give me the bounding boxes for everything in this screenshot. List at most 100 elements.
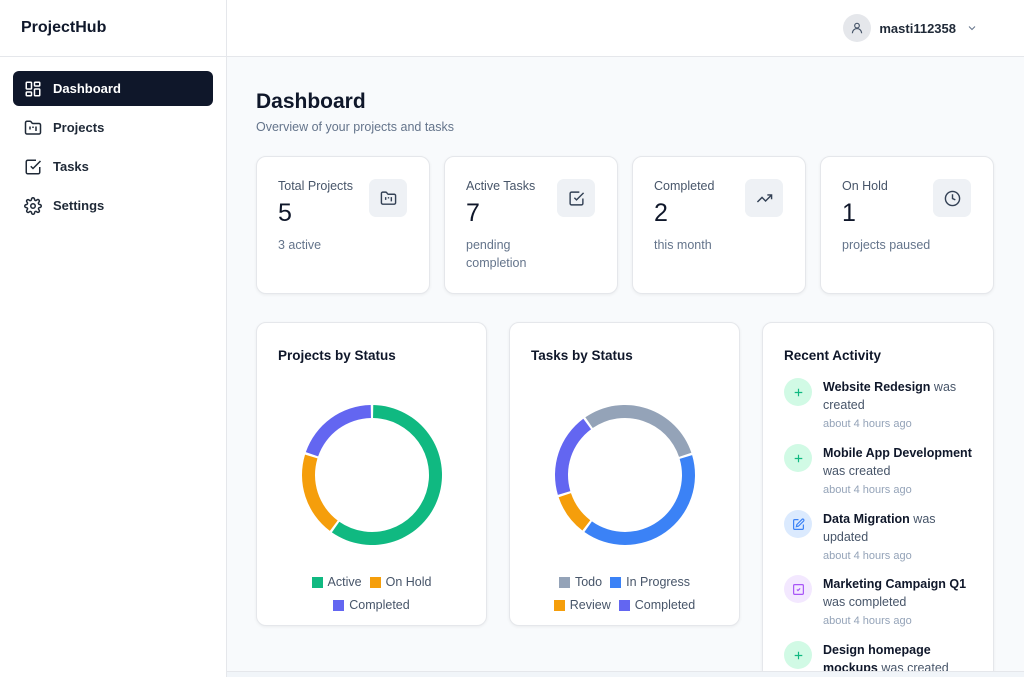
stat-label: Active Tasks	[466, 179, 536, 193]
chart-title: Projects by Status	[278, 348, 396, 363]
donut-slice-in-progress[interactable]	[584, 455, 695, 545]
legend-item[interactable]: Completed	[333, 595, 410, 616]
sidebar-item-dashboard[interactable]: Dashboard	[13, 71, 213, 106]
stat-card-on-hold: On Hold 1 projects paused	[820, 156, 994, 294]
legend-label: Active	[327, 575, 362, 589]
donut-slice-review[interactable]	[558, 493, 591, 531]
sidebar-item-label: Settings	[53, 198, 105, 213]
legend-row: Todo In Progress	[510, 572, 739, 595]
legend-label: Review	[569, 598, 611, 612]
activity-time: about 4 hours ago	[823, 418, 912, 430]
clock-icon	[933, 179, 971, 217]
activity-action: was completed	[823, 595, 907, 609]
folder-kanban-icon	[24, 119, 42, 137]
stat-note: projects paused	[842, 238, 931, 252]
tasks-donut-chart	[555, 405, 695, 545]
activity-time: about 4 hours ago	[823, 484, 912, 496]
legend-item[interactable]: On Hold	[369, 572, 432, 593]
dashboard-icon	[24, 80, 42, 98]
top-bar: masti112358	[227, 0, 1024, 57]
sidebar-item-tasks[interactable]: Tasks	[13, 149, 213, 184]
donut-slice-completed[interactable]	[305, 405, 371, 457]
stat-note: this month	[654, 238, 712, 252]
legend-label: Completed	[349, 598, 410, 612]
plus-icon	[784, 641, 812, 669]
stat-value: 5	[278, 199, 292, 227]
stat-note: pending completion	[466, 238, 527, 270]
legend-item[interactable]: Active	[311, 572, 362, 593]
stat-card-total-projects: Total Projects 5 3 active	[256, 156, 430, 294]
legend-item[interactable]: In Progress	[610, 572, 690, 593]
gear-icon	[24, 196, 42, 215]
legend-label: On Hold	[385, 575, 432, 589]
legend-label: In Progress	[626, 575, 691, 589]
activity-text: Data Migration was updated about 4 hours …	[823, 510, 983, 565]
legend-row: Active On Hold	[257, 572, 486, 595]
legend-item[interactable]: Completed	[618, 595, 696, 616]
checkbox-icon	[784, 575, 812, 603]
legend-swatch	[333, 600, 345, 611]
activity-text: Mobile App Development was created about …	[823, 444, 983, 499]
chart-legend: Active On Hold Completed	[257, 572, 486, 618]
activity-action: was updated	[823, 512, 936, 544]
activity-time: about 4 hours ago	[823, 550, 912, 562]
sidebar-item-label: Dashboard	[53, 81, 121, 96]
projects-donut-chart	[302, 405, 443, 545]
sidebar-nav: Dashboard Projects Tasks Settings	[0, 57, 226, 241]
checkbox-icon	[557, 179, 595, 217]
legend-row: Review Completed	[510, 595, 739, 618]
page-subtitle: Overview of your projects and tasks	[256, 120, 454, 134]
stat-value: 2	[654, 199, 668, 227]
legend-item[interactable]: Todo	[558, 572, 603, 593]
activity-action: was created	[823, 464, 891, 478]
stat-value: 7	[466, 199, 480, 227]
stat-card-completed: Completed 2 this month	[632, 156, 806, 294]
legend-swatch	[311, 577, 323, 588]
donut-slice-on-hold[interactable]	[302, 454, 338, 531]
legend-swatch	[369, 577, 381, 588]
legend-item[interactable]: Review	[553, 595, 611, 616]
chart-card-projects: Projects by Status Active On Hold Complete…	[256, 322, 487, 626]
activity-text: Marketing Campaign Q1 was completed about…	[823, 575, 983, 630]
trending-up-icon	[745, 179, 783, 217]
plus-icon	[784, 444, 812, 472]
edit-icon	[784, 510, 812, 538]
page-title: Dashboard	[256, 90, 366, 113]
sidebar-item-projects[interactable]: Projects	[13, 110, 213, 145]
chevron-down-icon	[966, 22, 978, 34]
legend-label: Completed	[634, 598, 696, 612]
stat-card-active-tasks: Active Tasks 7 pending completion	[444, 156, 618, 294]
activity-project-name[interactable]: Website Redesign	[823, 380, 931, 394]
stat-note: 3 active	[278, 238, 322, 252]
legend-swatch	[618, 600, 630, 611]
activity-project-name[interactable]: Mobile App Development	[823, 446, 972, 460]
brand-logo[interactable]: ProjectHub	[0, 0, 226, 57]
stat-label: Total Projects	[278, 179, 354, 193]
stat-label: On Hold	[842, 179, 888, 193]
donut-slice-active[interactable]	[331, 405, 443, 545]
folder-kanban-icon	[369, 179, 407, 217]
page-bottom-edge	[227, 671, 1024, 677]
user-menu[interactable]: masti112358	[843, 14, 978, 42]
activity-time: about 4 hours ago	[823, 615, 912, 627]
sidebar-item-label: Tasks	[53, 159, 89, 174]
activity-action: was created	[823, 380, 957, 412]
donut-slice-completed[interactable]	[555, 418, 592, 495]
chart-title: Tasks by Status	[531, 348, 633, 363]
stat-label: Completed	[654, 179, 715, 193]
checkbox-icon	[24, 158, 42, 176]
legend-label: Todo	[574, 575, 603, 589]
legend-swatch	[558, 577, 570, 588]
user-icon	[843, 14, 872, 42]
activity-project-name[interactable]: Marketing Campaign Q1	[823, 577, 967, 591]
user-name: masti112358	[879, 20, 956, 36]
chart-card-tasks: Tasks by Status Todo In Progress Review Com…	[509, 322, 740, 626]
stat-value: 1	[842, 199, 856, 227]
legend-row: Completed	[257, 595, 486, 618]
legend-swatch	[553, 600, 565, 611]
activity-project-name[interactable]: Data Migration	[823, 512, 910, 526]
donut-slice-todo[interactable]	[585, 405, 692, 457]
plus-icon	[784, 378, 812, 406]
sidebar-item-label: Projects	[53, 120, 105, 135]
sidebar-item-settings[interactable]: Settings	[13, 188, 213, 223]
